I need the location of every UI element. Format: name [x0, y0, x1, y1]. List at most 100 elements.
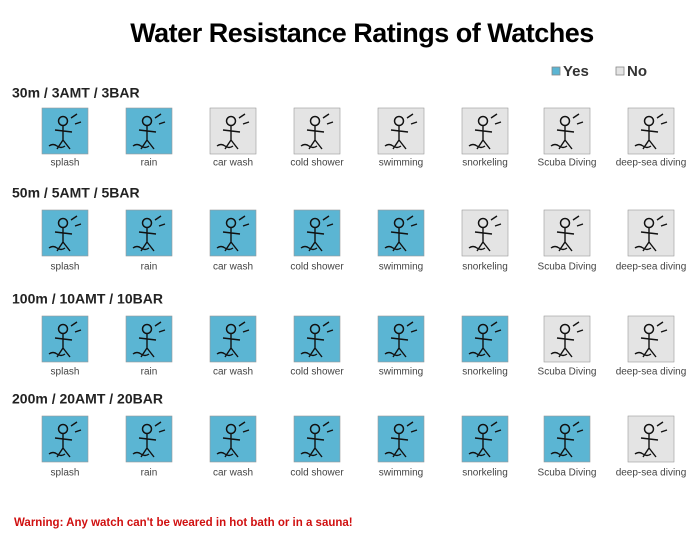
icon-head — [57, 323, 69, 335]
activity-icon — [209, 315, 257, 363]
activity-caption: cold shower — [290, 262, 344, 273]
icon-head — [393, 115, 405, 127]
activity-caption: splash — [51, 262, 80, 273]
activity-caption: car wash — [213, 468, 253, 479]
icon-body — [132, 421, 166, 458]
activity-caption: Scuba Diving — [538, 367, 597, 378]
activity-icon — [209, 415, 257, 463]
icon-body — [384, 421, 418, 458]
icon-head — [141, 115, 153, 127]
activity-icon — [543, 315, 591, 363]
activity-caption: deep-sea diving — [616, 262, 687, 273]
activity-caption: car wash — [213, 262, 253, 273]
icon-body — [384, 113, 418, 150]
activity-icon — [41, 315, 89, 363]
legend-swatch — [615, 66, 625, 76]
activity-caption: Scuba Diving — [538, 468, 597, 479]
icon-body — [550, 421, 584, 458]
activity-icon — [377, 315, 425, 363]
icon-head — [393, 217, 405, 229]
icon-body — [48, 421, 82, 458]
icon-body — [216, 321, 250, 358]
icon-body — [550, 321, 584, 358]
icon-head — [643, 217, 655, 229]
activity-icon — [377, 107, 425, 155]
row-label: 50m / 5AMT / 5BAR — [12, 185, 140, 201]
icon-head — [57, 423, 69, 435]
activity-icon — [293, 315, 341, 363]
activity-icon — [377, 209, 425, 257]
activity-caption: snorkeling — [462, 468, 508, 479]
activity-caption: splash — [51, 367, 80, 378]
icon-body — [216, 215, 250, 252]
icon-head — [643, 115, 655, 127]
icon-body — [48, 215, 82, 252]
activity-caption: snorkeling — [462, 367, 508, 378]
activity-caption: splash — [51, 158, 80, 169]
row-label: 200m / 20AMT / 20BAR — [12, 391, 163, 407]
icon-body — [634, 113, 668, 150]
icon-body — [468, 113, 502, 150]
activity-caption: swimming — [379, 158, 423, 169]
activity-caption: deep-sea diving — [616, 158, 687, 169]
activity-icon — [293, 107, 341, 155]
activity-icon — [293, 415, 341, 463]
activity-caption: cold shower — [290, 468, 344, 479]
activity-icon — [627, 209, 675, 257]
icon-body — [634, 321, 668, 358]
activity-caption: car wash — [213, 367, 253, 378]
activity-icon — [209, 209, 257, 257]
icon-head — [643, 423, 655, 435]
activity-caption: rain — [141, 158, 158, 169]
activity-caption: swimming — [379, 262, 423, 273]
icon-body — [132, 113, 166, 150]
activity-icon — [293, 209, 341, 257]
icon-body — [468, 421, 502, 458]
activity-caption: cold shower — [290, 158, 344, 169]
activity-icon — [125, 415, 173, 463]
activity-caption: rain — [141, 468, 158, 479]
icon-body — [216, 113, 250, 150]
activity-caption: snorkeling — [462, 262, 508, 273]
warning: Warning: Any watch can't be weared in ho… — [14, 517, 353, 529]
legend-label: No — [627, 63, 647, 80]
activity-icon — [543, 107, 591, 155]
activity-icon — [543, 209, 591, 257]
icon-body — [468, 215, 502, 252]
icon-head — [141, 217, 153, 229]
activity-icon — [543, 415, 591, 463]
activity-caption: deep-sea diving — [616, 468, 687, 479]
activity-caption: rain — [141, 367, 158, 378]
icon-head — [225, 323, 237, 335]
row-label: 100m / 10AMT / 10BAR — [12, 291, 163, 307]
activity-caption: rain — [141, 262, 158, 273]
icon-head — [393, 323, 405, 335]
icon-body — [468, 321, 502, 358]
activity-icon — [209, 107, 257, 155]
icon-head — [477, 217, 489, 229]
icon-body — [550, 215, 584, 252]
icon-body — [384, 321, 418, 358]
activity-icon — [41, 107, 89, 155]
icon-head — [141, 323, 153, 335]
icon-head — [57, 115, 69, 127]
activity-icon — [377, 415, 425, 463]
icon-head — [309, 423, 321, 435]
row-label: 30m / 3AMT / 3BAR — [12, 85, 140, 101]
activity-icon — [125, 315, 173, 363]
activity-icon — [461, 209, 509, 257]
legend-swatch — [551, 66, 561, 76]
activity-icon — [461, 107, 509, 155]
icon-head — [559, 323, 571, 335]
icon-head — [225, 217, 237, 229]
activity-caption: splash — [51, 468, 80, 479]
activity-caption: cold shower — [290, 367, 344, 378]
icon-body — [384, 215, 418, 252]
icon-body — [300, 421, 334, 458]
icon-head — [309, 323, 321, 335]
icon-head — [309, 217, 321, 229]
icon-head — [309, 115, 321, 127]
legend-label: Yes — [563, 63, 589, 80]
icon-head — [477, 323, 489, 335]
